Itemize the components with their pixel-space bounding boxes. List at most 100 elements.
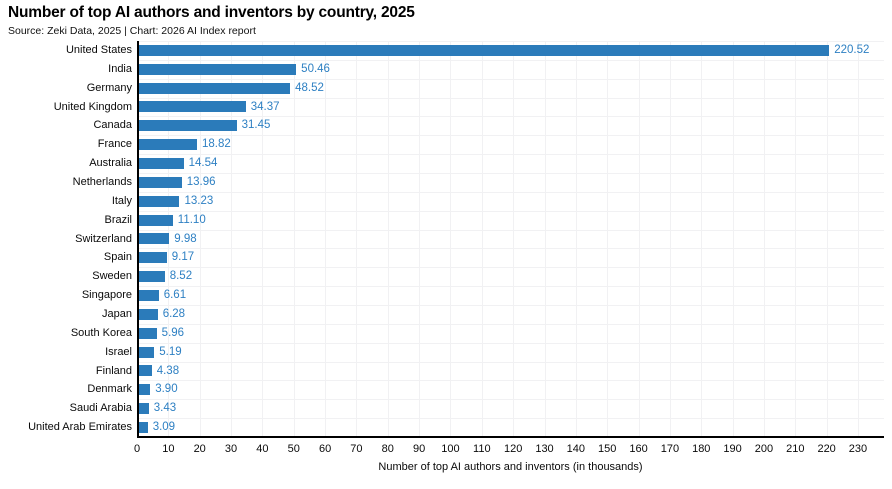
h-gridline <box>137 342 884 344</box>
bar-row: 18.82 <box>137 135 884 154</box>
h-gridline <box>137 267 884 269</box>
y-axis-label: Japan <box>102 308 132 320</box>
h-gridline <box>137 135 884 137</box>
bar-row: 3.09 <box>137 418 884 437</box>
y-axis-label: Israel <box>105 345 132 358</box>
y-axis-label: Germany <box>86 81 132 94</box>
y-axis-label: Singapore <box>81 289 132 302</box>
x-tick-label: 210 <box>786 443 805 455</box>
bar-row: 48.52 <box>137 79 884 98</box>
bar-row: 34.37 <box>137 98 884 117</box>
x-tick-label: 30 <box>224 443 238 455</box>
v-gridline <box>544 41 546 437</box>
bar-value-label: 3.43 <box>153 402 177 415</box>
x-tick-label: 100 <box>441 443 460 455</box>
bar-value-label: 11.10 <box>177 213 206 226</box>
y-axis-label: United Arab Emirates <box>28 421 132 434</box>
bar-row: 6.61 <box>137 286 884 305</box>
h-gridline <box>137 418 884 420</box>
y-axis-label: Saudi Arabia <box>69 402 132 415</box>
v-gridline <box>638 41 640 437</box>
bar-finland <box>138 365 152 377</box>
bar-united-arab-emirates <box>138 422 148 434</box>
h-gridline <box>137 210 884 212</box>
bar-value-label: 13.23 <box>184 194 214 207</box>
x-tick-label: 130 <box>535 443 554 455</box>
bar-singapore <box>138 290 159 302</box>
bar-row: 220.52 <box>137 41 884 60</box>
x-tick-label: 120 <box>503 443 523 455</box>
h-gridline <box>137 116 884 118</box>
bar-value-label: 4.38 <box>156 364 180 377</box>
h-gridline <box>137 41 884 42</box>
y-axis-label: United Kingdom <box>53 100 132 113</box>
x-tick-label: 180 <box>692 443 711 455</box>
bar-row: 9.98 <box>137 230 884 249</box>
v-gridline <box>826 41 828 437</box>
x-tick-label: 190 <box>723 443 742 455</box>
y-axis-label: Sweden <box>92 270 132 283</box>
h-gridline <box>137 173 884 174</box>
bar-row: 8.52 <box>137 267 884 286</box>
y-axis-label: Canada <box>93 119 132 132</box>
bar-united-states <box>138 44 830 56</box>
bar-row: 9.17 <box>137 248 884 267</box>
bar-value-label: 9.98 <box>174 232 197 245</box>
v-gridline <box>763 41 765 437</box>
x-tick-label: 160 <box>629 443 648 455</box>
v-gridline <box>481 41 483 437</box>
h-gridline <box>137 361 884 363</box>
x-tick-label: 170 <box>660 443 680 455</box>
v-gridline <box>199 41 201 437</box>
v-gridline <box>857 41 859 437</box>
bar-value-label: 9.17 <box>171 251 195 264</box>
bar-row: 5.19 <box>137 343 884 362</box>
bar-denmark <box>138 384 151 396</box>
h-gridline <box>137 97 884 99</box>
v-gridline <box>356 41 358 437</box>
plot-area: 220.52 50.46 48.52 34.37 31.45 18.82 14.54 13.9… <box>137 41 884 438</box>
x-tick-label: 0 <box>133 443 141 455</box>
bar-row: 3.90 <box>137 380 884 399</box>
bar-value-label: 14.54 <box>188 157 218 170</box>
chart-title: Number of top AI authors and inventors b… <box>8 4 415 21</box>
chart-source-note: Source: Zeki Data, 2025 | Chart: 2026 AI… <box>8 25 256 37</box>
h-gridline <box>137 191 884 193</box>
bar-value-label: 18.82 <box>202 138 231 151</box>
x-tick-label: 200 <box>754 443 774 455</box>
y-axis-label: Denmark <box>87 383 132 396</box>
v-gridline <box>795 41 797 437</box>
bar-row: 31.45 <box>137 116 884 135</box>
y-axis-label: Finland <box>95 364 132 377</box>
bar-spain <box>138 252 167 264</box>
bar-row: 5.96 <box>137 324 884 343</box>
bar-value-label: 31.45 <box>241 119 271 132</box>
x-tick-label: 110 <box>473 443 491 455</box>
x-tick-label: 230 <box>848 443 868 455</box>
y-axis-line <box>137 41 139 437</box>
h-gridline <box>137 59 884 61</box>
bar-row: 4.38 <box>137 362 884 381</box>
bar-row: 13.23 <box>137 192 884 211</box>
y-axis-label: Australia <box>89 157 132 170</box>
v-gridline <box>325 41 327 437</box>
bar-value-label: 8.52 <box>169 270 193 283</box>
x-tick-label: 140 <box>566 443 586 455</box>
bar-netherlands <box>138 176 182 188</box>
bar-row: 11.10 <box>137 211 884 230</box>
h-gridline <box>137 154 884 156</box>
bar-israel <box>138 346 155 358</box>
v-gridline <box>575 41 577 437</box>
y-axis-label: Spain <box>103 251 132 264</box>
h-gridline <box>137 78 884 80</box>
x-tick-label: 10 <box>162 443 175 455</box>
bar-row: 14.54 <box>137 154 884 173</box>
bar-canada <box>138 120 237 132</box>
bar-japan <box>138 308 158 320</box>
x-tick-label: 20 <box>193 443 206 455</box>
bar-italy <box>138 195 180 207</box>
h-gridline <box>137 248 884 250</box>
v-gridline <box>419 41 421 437</box>
y-axis-label: Italy <box>111 194 132 207</box>
x-tick-label: 150 <box>598 443 617 455</box>
